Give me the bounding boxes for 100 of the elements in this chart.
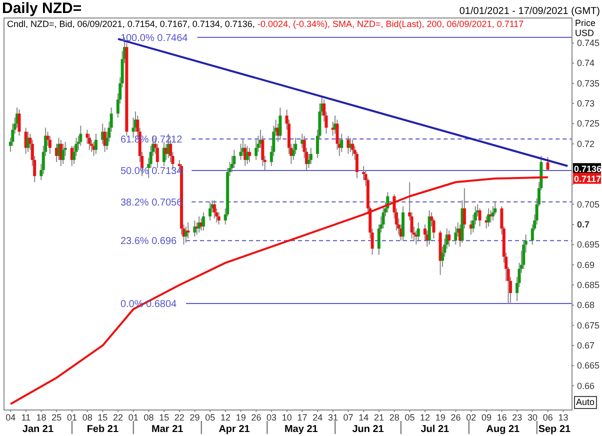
ref-line-label: 100.0% 0.7464 (120, 32, 188, 44)
y-tick-label: 0.745 (577, 38, 600, 48)
x-tick-label: 12 (220, 412, 231, 422)
x-tick-label: 04 (6, 412, 16, 422)
x-tick-label: 19 (236, 412, 246, 422)
candlestick (48, 135, 52, 154)
x-tick-label: 09 (481, 412, 492, 422)
candlestick (88, 133, 91, 150)
x-tick-label: 23 (512, 412, 522, 422)
line-series (10, 176, 549, 405)
y-tick-label: 0.69 (577, 260, 595, 270)
y-tick-label: 0.665 (577, 360, 600, 371)
candlestick (546, 156, 550, 171)
candlestick (94, 133, 98, 154)
x-tick-label: 10 (282, 412, 292, 422)
candlestick (340, 133, 344, 152)
x-tick-label: 19 (435, 412, 446, 422)
x-tick-label: 31 (328, 412, 338, 422)
text: Jan 21 (22, 424, 54, 435)
x-tick-label: 17 (297, 412, 308, 422)
text: 0.7136 (574, 164, 602, 174)
y-tick-label: 0.705 (577, 199, 600, 210)
candlestick (491, 206, 494, 221)
y-tick-label: 0.675 (577, 320, 600, 330)
candlestick (232, 149, 236, 169)
y-tick-label: 0.735 (577, 78, 600, 88)
x-tick-label: 14 (358, 412, 369, 422)
y-tick-label: 0.67 (577, 340, 595, 350)
x-tick-label: 24 (312, 412, 323, 422)
x-tick-label: 06 (542, 412, 553, 422)
candlestick (278, 107, 282, 140)
text: Feb 21 (86, 424, 119, 435)
x-tick-label: 13 (558, 412, 568, 422)
y-tick-label: 0.72 (577, 138, 595, 149)
x-tick-label: 28 (389, 412, 400, 422)
text: 01/01/2021 - 17/09/2021 (GMT) (459, 6, 600, 17)
x-tick-label: 16 (496, 412, 507, 422)
text: Mar 21 (152, 424, 184, 435)
candlestick (202, 212, 205, 232)
annotation: -0.0024, (-0.34%), SMA, NZD=, Bid(Last), 200, 06/09/2021, 0.7117 (257, 19, 524, 29)
text: Aug 21 (486, 424, 520, 435)
auto-button: Auto (574, 396, 597, 409)
candlestick (18, 109, 21, 136)
candlestick (309, 147, 312, 164)
ref-line-label: 23.6% 0.696 (120, 236, 178, 248)
x-tick-label: 21 (374, 412, 384, 422)
text: Jul 21 (420, 424, 450, 435)
y-tick-label: 0.7 (577, 219, 590, 230)
x-tick-label: 05 (404, 412, 415, 422)
x-tick-label: 18 (36, 412, 46, 422)
text: Apr 21 (218, 424, 250, 435)
candlestick (454, 226, 458, 246)
candlestick (448, 230, 451, 248)
y-tick-label: 0.66 (577, 380, 595, 391)
chart-title: Daily NZD= (2, 0, 82, 17)
y-tick-label: 0.725 (577, 118, 600, 129)
candlestick (62, 143, 65, 164)
x-tick-label: 15 (159, 412, 170, 422)
x-tick-label: 22 (113, 412, 124, 422)
x-tick-label: 12 (420, 412, 430, 422)
x-tick-label: 01 (128, 412, 138, 422)
x-tick-label: 08 (82, 412, 92, 422)
candlestick (346, 135, 350, 154)
y-tick-label: 0.74 (577, 58, 595, 68)
x-tick-label: 03 (266, 412, 277, 422)
x-tick-label: 05 (205, 412, 216, 422)
y-axis-title: Price USD (575, 18, 596, 38)
text: May 21 (284, 424, 318, 435)
x-tick-label: 07 (343, 412, 354, 422)
candlestick (487, 208, 490, 227)
x-tick-label: 15 (98, 412, 108, 422)
x-tick-label: 02 (466, 412, 476, 422)
candlestick (478, 208, 482, 227)
candlestick (351, 139, 354, 156)
candlestick (416, 222, 420, 242)
x-tick-label: 26 (450, 412, 461, 422)
x-tick-label: 25 (52, 412, 62, 422)
candlestick (212, 200, 216, 219)
candlestick (208, 202, 212, 221)
candlestick (254, 139, 258, 160)
x-tick-label: 30 (528, 412, 538, 422)
candlestick (217, 212, 220, 225)
y-tick-label: 0.685 (577, 280, 600, 290)
candlestick (193, 220, 196, 238)
text: 0.7117 (574, 174, 602, 184)
x-tick-label: 22 (174, 412, 184, 422)
x-tick-label: 26 (251, 412, 262, 422)
x-tick-label: 08 (144, 412, 154, 422)
annotation: Cndl, NZD=, Bid, 06/09/2021, 0.7154, 0.7167, 0.7134, 0.7136, (7, 19, 255, 29)
text: Jun 21 (352, 424, 384, 435)
candlestick (382, 206, 385, 230)
x-tick-label: 29 (190, 412, 200, 422)
candlestick (186, 222, 190, 240)
text: Sep 21 (538, 424, 572, 435)
candlestick (239, 143, 242, 160)
y-tick-label: 0.695 (577, 240, 600, 250)
x-tick-label: 11 (21, 412, 31, 422)
y-tick-label: 0.68 (577, 300, 595, 310)
candlestick (248, 147, 252, 162)
x-tick-label: 01 (66, 412, 77, 422)
